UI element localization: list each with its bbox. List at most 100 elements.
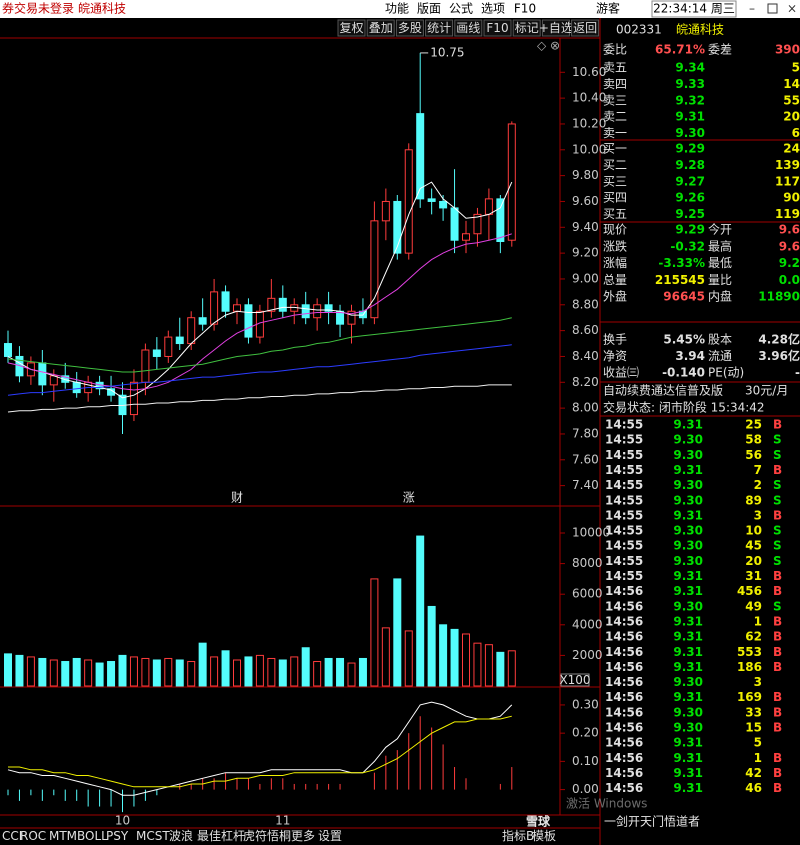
candle-body [484, 198, 493, 215]
menu-item[interactable]: 选项 [481, 2, 505, 16]
indicator-tab[interactable]: CCI [2, 829, 22, 843]
book-volume: 6 [792, 126, 800, 140]
toolbar-label[interactable]: 画线 [456, 21, 480, 35]
toolbar-label[interactable]: 统计 [427, 21, 451, 35]
tick-time: 14:55 [605, 463, 643, 477]
toolbar-label[interactable]: 返回 [573, 21, 597, 35]
fundamental-label: 流通 [708, 349, 732, 363]
volume-bar [141, 657, 150, 687]
clock-box [651, 0, 737, 18]
indicator-tab[interactable]: PSY [106, 829, 129, 843]
indicator-tab[interactable]: 设置 [318, 829, 342, 843]
candle-body [267, 297, 276, 312]
book-price: 9.27 [675, 174, 705, 188]
promo-text[interactable]: 自动续费通达信普及版 [603, 384, 723, 398]
unit-label: X100 [559, 673, 590, 687]
volume-bar [416, 535, 425, 687]
tick-time: 14:55 [605, 478, 643, 492]
y-tick-label: 9.20 [572, 246, 599, 260]
tick-flag: B [773, 781, 782, 795]
candle-body [347, 310, 356, 325]
stat-label: 现价 [603, 223, 627, 237]
y-tick-label: 10.60 [572, 65, 606, 79]
volume-bar [221, 650, 230, 687]
toolbar-label[interactable]: 标记 [515, 21, 539, 35]
candle-body [61, 375, 70, 383]
tick-price: 9.31 [673, 645, 703, 659]
indicator-tab[interactable]: 虎符悟桐 [243, 828, 291, 843]
candle-body [393, 200, 402, 254]
toolbar-label[interactable]: 多股 [398, 21, 422, 35]
stat-label: 总量 [603, 273, 627, 287]
volume-bar [198, 642, 207, 687]
indicator-tab[interactable]: MTM [49, 829, 77, 843]
y-tick-label: 10.00 [572, 142, 606, 156]
indicator-tab[interactable]: BOLL [77, 829, 108, 843]
tick-flag: S [773, 524, 782, 538]
tick-price: 9.31 [673, 630, 703, 644]
volume-bar [15, 654, 24, 687]
indicator-tab[interactable]: 最佳杠杆 [197, 828, 245, 843]
volume-bar [210, 656, 219, 687]
indicator-tab[interactable]: ROC [20, 829, 46, 843]
tick-time: 14:56 [605, 675, 643, 689]
candle-body [38, 362, 47, 386]
volume-bar [484, 644, 493, 687]
candle-body [72, 381, 81, 394]
toolbar-button[interactable] [571, 19, 600, 37]
toolbar-button[interactable] [395, 19, 424, 37]
toolbar-label[interactable]: F10 [486, 21, 508, 35]
stat-value: 215545 [655, 273, 705, 287]
volume-bar [347, 662, 356, 687]
candle-body [164, 336, 173, 357]
menu-item[interactable]: 版面 [417, 2, 441, 16]
tick-flag: S [773, 478, 782, 492]
menu-item[interactable]: 公式 [449, 2, 473, 16]
toolbar-button[interactable] [454, 19, 483, 37]
fundamental-label: 股本 [708, 333, 732, 347]
toolbar-label[interactable]: 复权 [339, 21, 363, 35]
tick-volume: 3 [754, 675, 762, 689]
volume-bar [358, 657, 367, 687]
toolbar-label[interactable]: 叠加 [369, 21, 393, 35]
book-label: 卖四 [603, 77, 627, 91]
template-tab[interactable]: 指标B [502, 828, 534, 843]
toolbar-button[interactable] [512, 19, 541, 37]
volume-bar [267, 657, 276, 687]
menu-item[interactable]: 功能 [385, 2, 409, 16]
candle-body [278, 297, 287, 312]
y-tick-label: 8.20 [572, 375, 599, 389]
line-series [7, 344, 512, 396]
template-tab[interactable]: 模板 [532, 829, 556, 843]
toolbar-button[interactable] [425, 19, 454, 37]
minimize-button[interactable]: – [749, 2, 755, 16]
book-label: 卖三 [603, 93, 627, 107]
order-ratio-label: 委差 [708, 43, 732, 57]
toolbar-label[interactable]: +自选 [539, 21, 573, 35]
chart-icons[interactable]: ◇ ⊗ [537, 39, 560, 53]
maximize-button[interactable] [767, 3, 778, 14]
tick-flag: B [773, 690, 782, 704]
stat-value: 9.6 [779, 239, 800, 253]
promo-price[interactable]: 30元/月 [745, 384, 788, 398]
tick-price: 9.30 [673, 675, 703, 689]
tick-flag: B [773, 614, 782, 628]
candle-body [49, 375, 58, 386]
toolbar-button[interactable] [541, 19, 570, 37]
tick-volume: 169 [737, 690, 762, 704]
tick-price: 9.30 [673, 433, 703, 447]
event-label: 财 [231, 491, 243, 505]
indicator-tab[interactable]: 更多 [291, 829, 315, 843]
tick-price: 9.31 [673, 418, 703, 432]
toolbar-button[interactable] [483, 19, 512, 37]
tick-price: 9.31 [673, 736, 703, 750]
indicator-tab[interactable]: 波浪 [169, 828, 193, 843]
toolbar-button[interactable] [337, 19, 366, 37]
close-button[interactable]: × [787, 2, 797, 16]
menu-item[interactable]: F10 [514, 2, 536, 16]
tick-price: 9.31 [673, 463, 703, 477]
tick-volume: 15 [745, 721, 762, 735]
toolbar-button[interactable] [366, 19, 395, 37]
indicator-tab[interactable]: MCST [136, 829, 170, 843]
y-tick-label: 10.20 [572, 116, 606, 130]
